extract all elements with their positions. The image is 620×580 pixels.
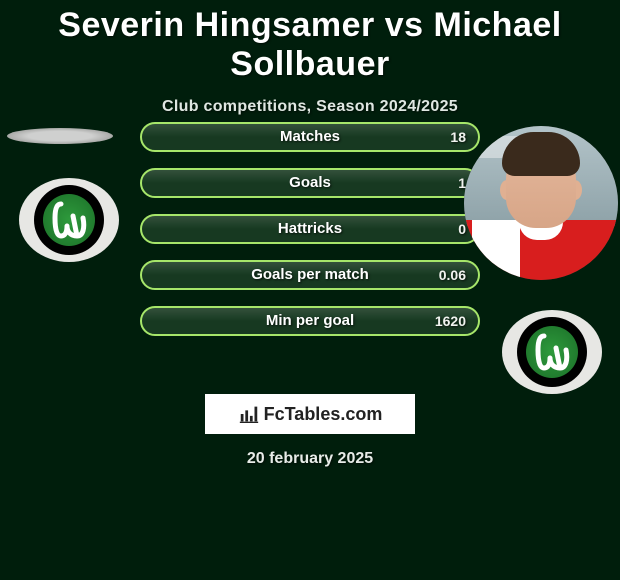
player-right-photo [464, 126, 618, 280]
stat-label: Goals [142, 170, 478, 196]
jersey-stripe [472, 220, 520, 280]
brand-label: FcTables.com [238, 403, 383, 425]
stat-row-goals: Goals 1 [140, 168, 480, 198]
crest-outer-ellipse [502, 310, 602, 394]
jersey [464, 220, 618, 280]
crest-green-disc [526, 326, 578, 378]
stat-right-value: 1620 [435, 308, 466, 334]
stat-label: Hattricks [142, 216, 478, 242]
brand-text: FcTables.com [264, 404, 383, 425]
stat-label: Matches [142, 124, 478, 150]
photo-bg [464, 126, 618, 280]
page-title: Severin Hingsamer vs Michael Sollbauer [0, 0, 620, 84]
date-line: 20 february 2025 [0, 450, 620, 468]
stat-label: Goals per match [142, 262, 478, 288]
chart-icon [238, 403, 260, 425]
hair [502, 132, 580, 176]
crest-black-disc [34, 185, 104, 255]
stat-row-matches: Matches 18 [140, 122, 480, 152]
crest-monogram-icon [43, 194, 95, 246]
player-left-silhouette [7, 128, 113, 144]
stats-column: Matches 18 Goals 1 Hattricks 0 Goals per… [140, 122, 480, 352]
crest-green-disc [43, 194, 95, 246]
stat-row-goals-per-match: Goals per match 0.06 [140, 260, 480, 290]
crest-outer-ellipse [19, 178, 119, 262]
club-crest-right [502, 310, 602, 394]
page-subtitle: Club competitions, Season 2024/2025 [0, 98, 620, 116]
stat-row-hattricks: Hattricks 0 [140, 214, 480, 244]
brand-box: FcTables.com [205, 394, 415, 434]
stat-label: Min per goal [142, 308, 478, 334]
infographic-root: Severin Hingsamer vs Michael Sollbauer C… [0, 0, 620, 580]
club-crest-left [19, 178, 119, 262]
stat-right-value: 0.06 [439, 262, 466, 288]
crest-black-disc [517, 317, 587, 387]
crest-monogram-icon [526, 326, 578, 378]
stat-row-min-per-goal: Min per goal 1620 [140, 306, 480, 336]
